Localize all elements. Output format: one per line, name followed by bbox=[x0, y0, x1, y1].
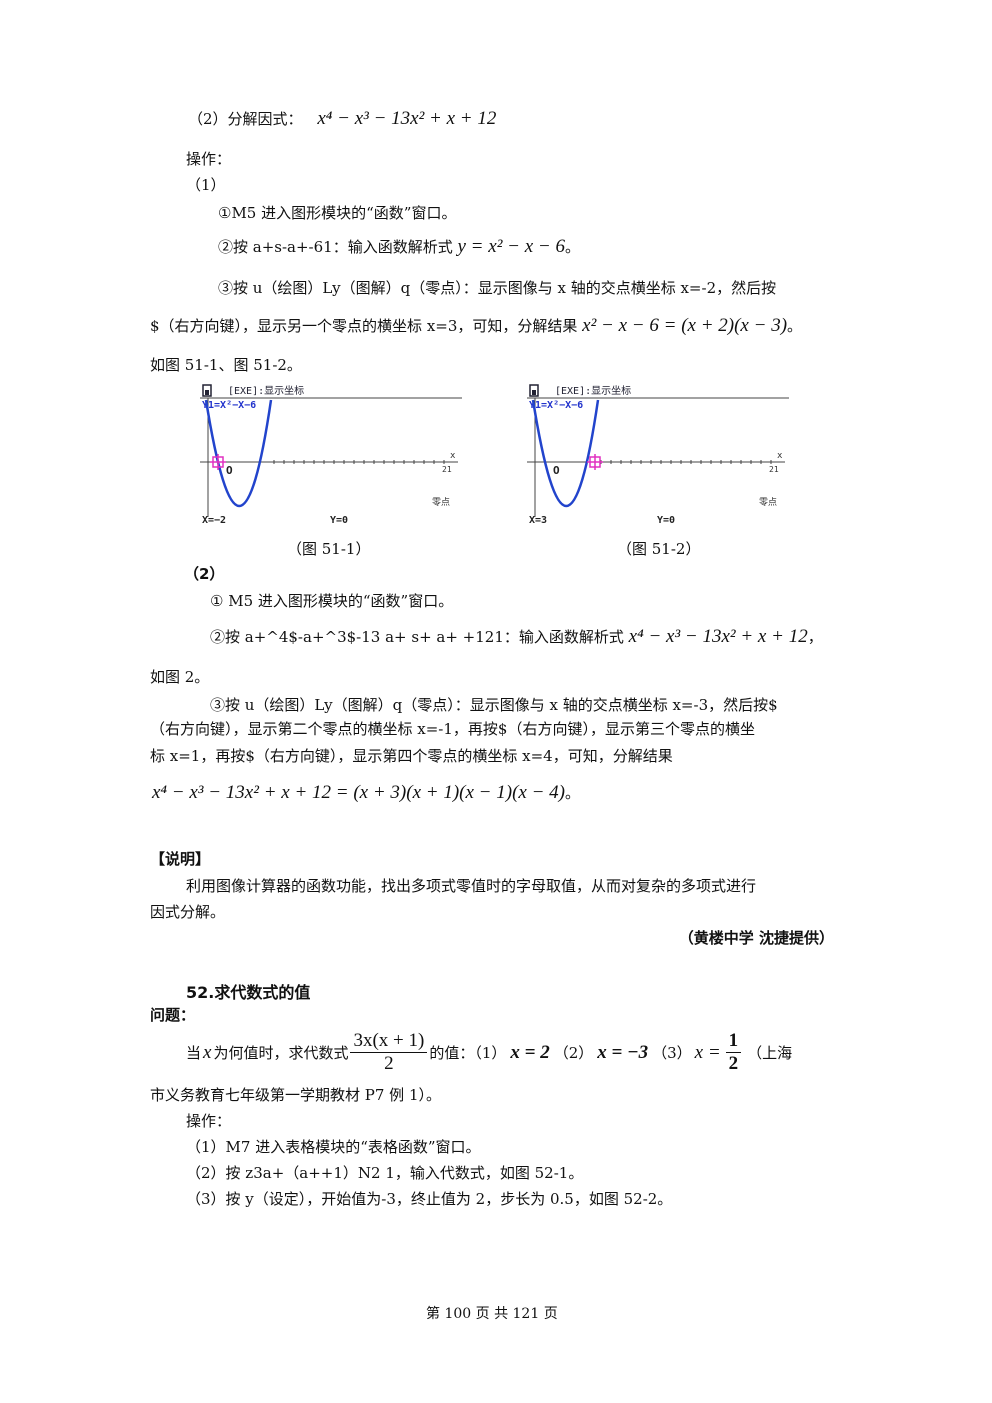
x-max-label: 21 bbox=[769, 465, 779, 474]
parabola-curve bbox=[531, 399, 600, 508]
step2-line4: ③按 u（绘图）Ly（图解）q（零点）：显示图像与 x 轴的交点横坐标 x=-3… bbox=[210, 696, 778, 714]
step2-line2-expression: x⁴ − x³ − 13x² + x + 12 bbox=[628, 626, 808, 647]
function-label: Y1=X²−X−6 bbox=[529, 400, 583, 411]
step1-line1: ①M5 进入图形模块的“函数”窗口。 bbox=[218, 204, 457, 222]
step1-line2: ②按 a+s-a+-61：输入函数解析式 y = x² − x − 6。 bbox=[218, 236, 580, 257]
step2-line6: 标 x=1，再按$（右方向键），显示第四个零点的横坐标 x=4，可知，分解结果 bbox=[150, 747, 673, 765]
operations-label: 操作： bbox=[186, 150, 232, 168]
mode-label: 零点 bbox=[759, 497, 777, 508]
part2-heading: （2）分解因式： x⁴ − x³ − 13x² + x + 12 bbox=[188, 108, 497, 129]
origin-label: O bbox=[226, 464, 233, 477]
note-heading: 【说明】 bbox=[150, 850, 211, 868]
problem-label: 问题： bbox=[150, 1006, 196, 1024]
x-axis-label: x bbox=[777, 451, 783, 461]
calculator-graph-51-1: [EXE]:显示坐标 Y1=X²−X−6 x 21 O 零点 X=−2 Y=0 bbox=[200, 384, 462, 526]
operations2-label: 操作： bbox=[186, 1112, 232, 1130]
step2-label: （2） bbox=[184, 565, 225, 583]
operation-1: （1）M7 进入表格模块的“表格函数”窗口。 bbox=[186, 1138, 481, 1156]
x-value-readout: X=3 bbox=[529, 515, 547, 526]
function-label: Y1=X²−X−6 bbox=[202, 400, 256, 411]
step1-line4: $（右方向键），显示另一个零点的横坐标 x=3，可知，分解结果 x² − x −… bbox=[150, 315, 803, 336]
step1-line4-expression: x² − x − 6 = (x + 2)(x − 3) bbox=[582, 315, 788, 336]
page-footer: 第 100 页 共 121 页 bbox=[426, 1306, 558, 1322]
zero-cursor-icon bbox=[587, 454, 603, 470]
credit: （黄楼中学 沈捷提供） bbox=[678, 929, 834, 947]
step2-result-expression: x⁴ − x³ − 13x² + x + 12 = (x + 3)(x + 1)… bbox=[152, 782, 565, 803]
algebraic-fraction: 3x(x + 1) 2 bbox=[350, 1030, 428, 1075]
battery-icon bbox=[202, 384, 212, 397]
question-line2: 市义务教育七年级第一学期教材 P7 例 1）。 bbox=[150, 1086, 441, 1104]
screen-title: [EXE]:显示坐标 bbox=[228, 385, 304, 397]
origin-label: O bbox=[553, 464, 560, 477]
step1-line2-expression: y = x² − x − 6 bbox=[457, 236, 565, 257]
calculator-screen-51-1: [EXE]:显示坐标 Y1=X²−X−6 x 21 O 零点 X=−2 Y=0 bbox=[200, 382, 462, 526]
step1-line3: ③按 u（绘图）Ly（图解）q（零点）：显示图像与 x 轴的交点横坐标 x=-2… bbox=[218, 279, 777, 297]
x-axis-label: x bbox=[450, 451, 456, 461]
note-line1: 利用图像计算器的函数功能，找出多项式零值时的字母取值，从而对复杂的多项式进行 bbox=[186, 877, 757, 895]
calculator-screen-51-2: [EXE]:显示坐标 Y1=X²−X−6 x 21 O 零点 X=3 Y=0 bbox=[527, 382, 789, 526]
figure-caption-51-1: （图 51-1） bbox=[287, 540, 371, 558]
step2-line1: ① M5 进入图形模块的“函数”窗口。 bbox=[210, 592, 454, 610]
step2-line2: ②按 a+^4$-a+^3$-13 a+ s+ a+ +121：输入函数解析式 … bbox=[210, 626, 823, 647]
step2-line5: （右方向键），显示第二个零点的横坐标 x=-1，再按$（右方向键），显示第三个零… bbox=[150, 720, 755, 738]
battery-icon bbox=[529, 384, 539, 397]
section-52-title: 52.求代数式的值 bbox=[186, 983, 311, 1002]
step2-line3: 如图 2。 bbox=[150, 668, 210, 686]
note-line2: 因式分解。 bbox=[150, 903, 226, 921]
screen-title: [EXE]:显示坐标 bbox=[555, 385, 631, 397]
question-line: 当 x 为何值时，求代数式 3x(x + 1) 2 的值：（1） x = 2 （… bbox=[186, 1030, 793, 1075]
step1-line5: 如图 51-1、图 51-2。 bbox=[150, 356, 302, 374]
mode-label: 零点 bbox=[432, 497, 450, 508]
half-fraction: 1 2 bbox=[725, 1030, 742, 1075]
part2-expression: x⁴ − x³ − 13x² + x + 12 bbox=[317, 108, 497, 129]
y-value-readout: Y=0 bbox=[330, 515, 348, 526]
y-value-readout: Y=0 bbox=[657, 515, 675, 526]
zero-cursor-icon bbox=[210, 454, 226, 470]
x-value-readout: X=−2 bbox=[202, 515, 226, 526]
parabola-curve bbox=[204, 399, 273, 508]
calculator-graph-51-2: [EXE]:显示坐标 Y1=X²−X−6 x 21 O 零点 X=3 Y=0 bbox=[527, 384, 789, 526]
step1-label: （1） bbox=[186, 176, 226, 194]
x-ticks bbox=[273, 460, 445, 464]
figure-caption-51-2: （图 51-2） bbox=[617, 540, 701, 558]
operation-2: （2）按 z3a+（a++1）N2 1，输入代数式，如图 52-1。 bbox=[186, 1164, 584, 1182]
operation-3: （3）按 y（设定），开始值为-3，终止值为 2，步长为 0.5，如图 52-2… bbox=[186, 1190, 673, 1208]
x-max-label: 21 bbox=[442, 465, 452, 474]
step2-line7: x⁴ − x³ − 13x² + x + 12 = (x + 3)(x + 1)… bbox=[152, 782, 580, 803]
